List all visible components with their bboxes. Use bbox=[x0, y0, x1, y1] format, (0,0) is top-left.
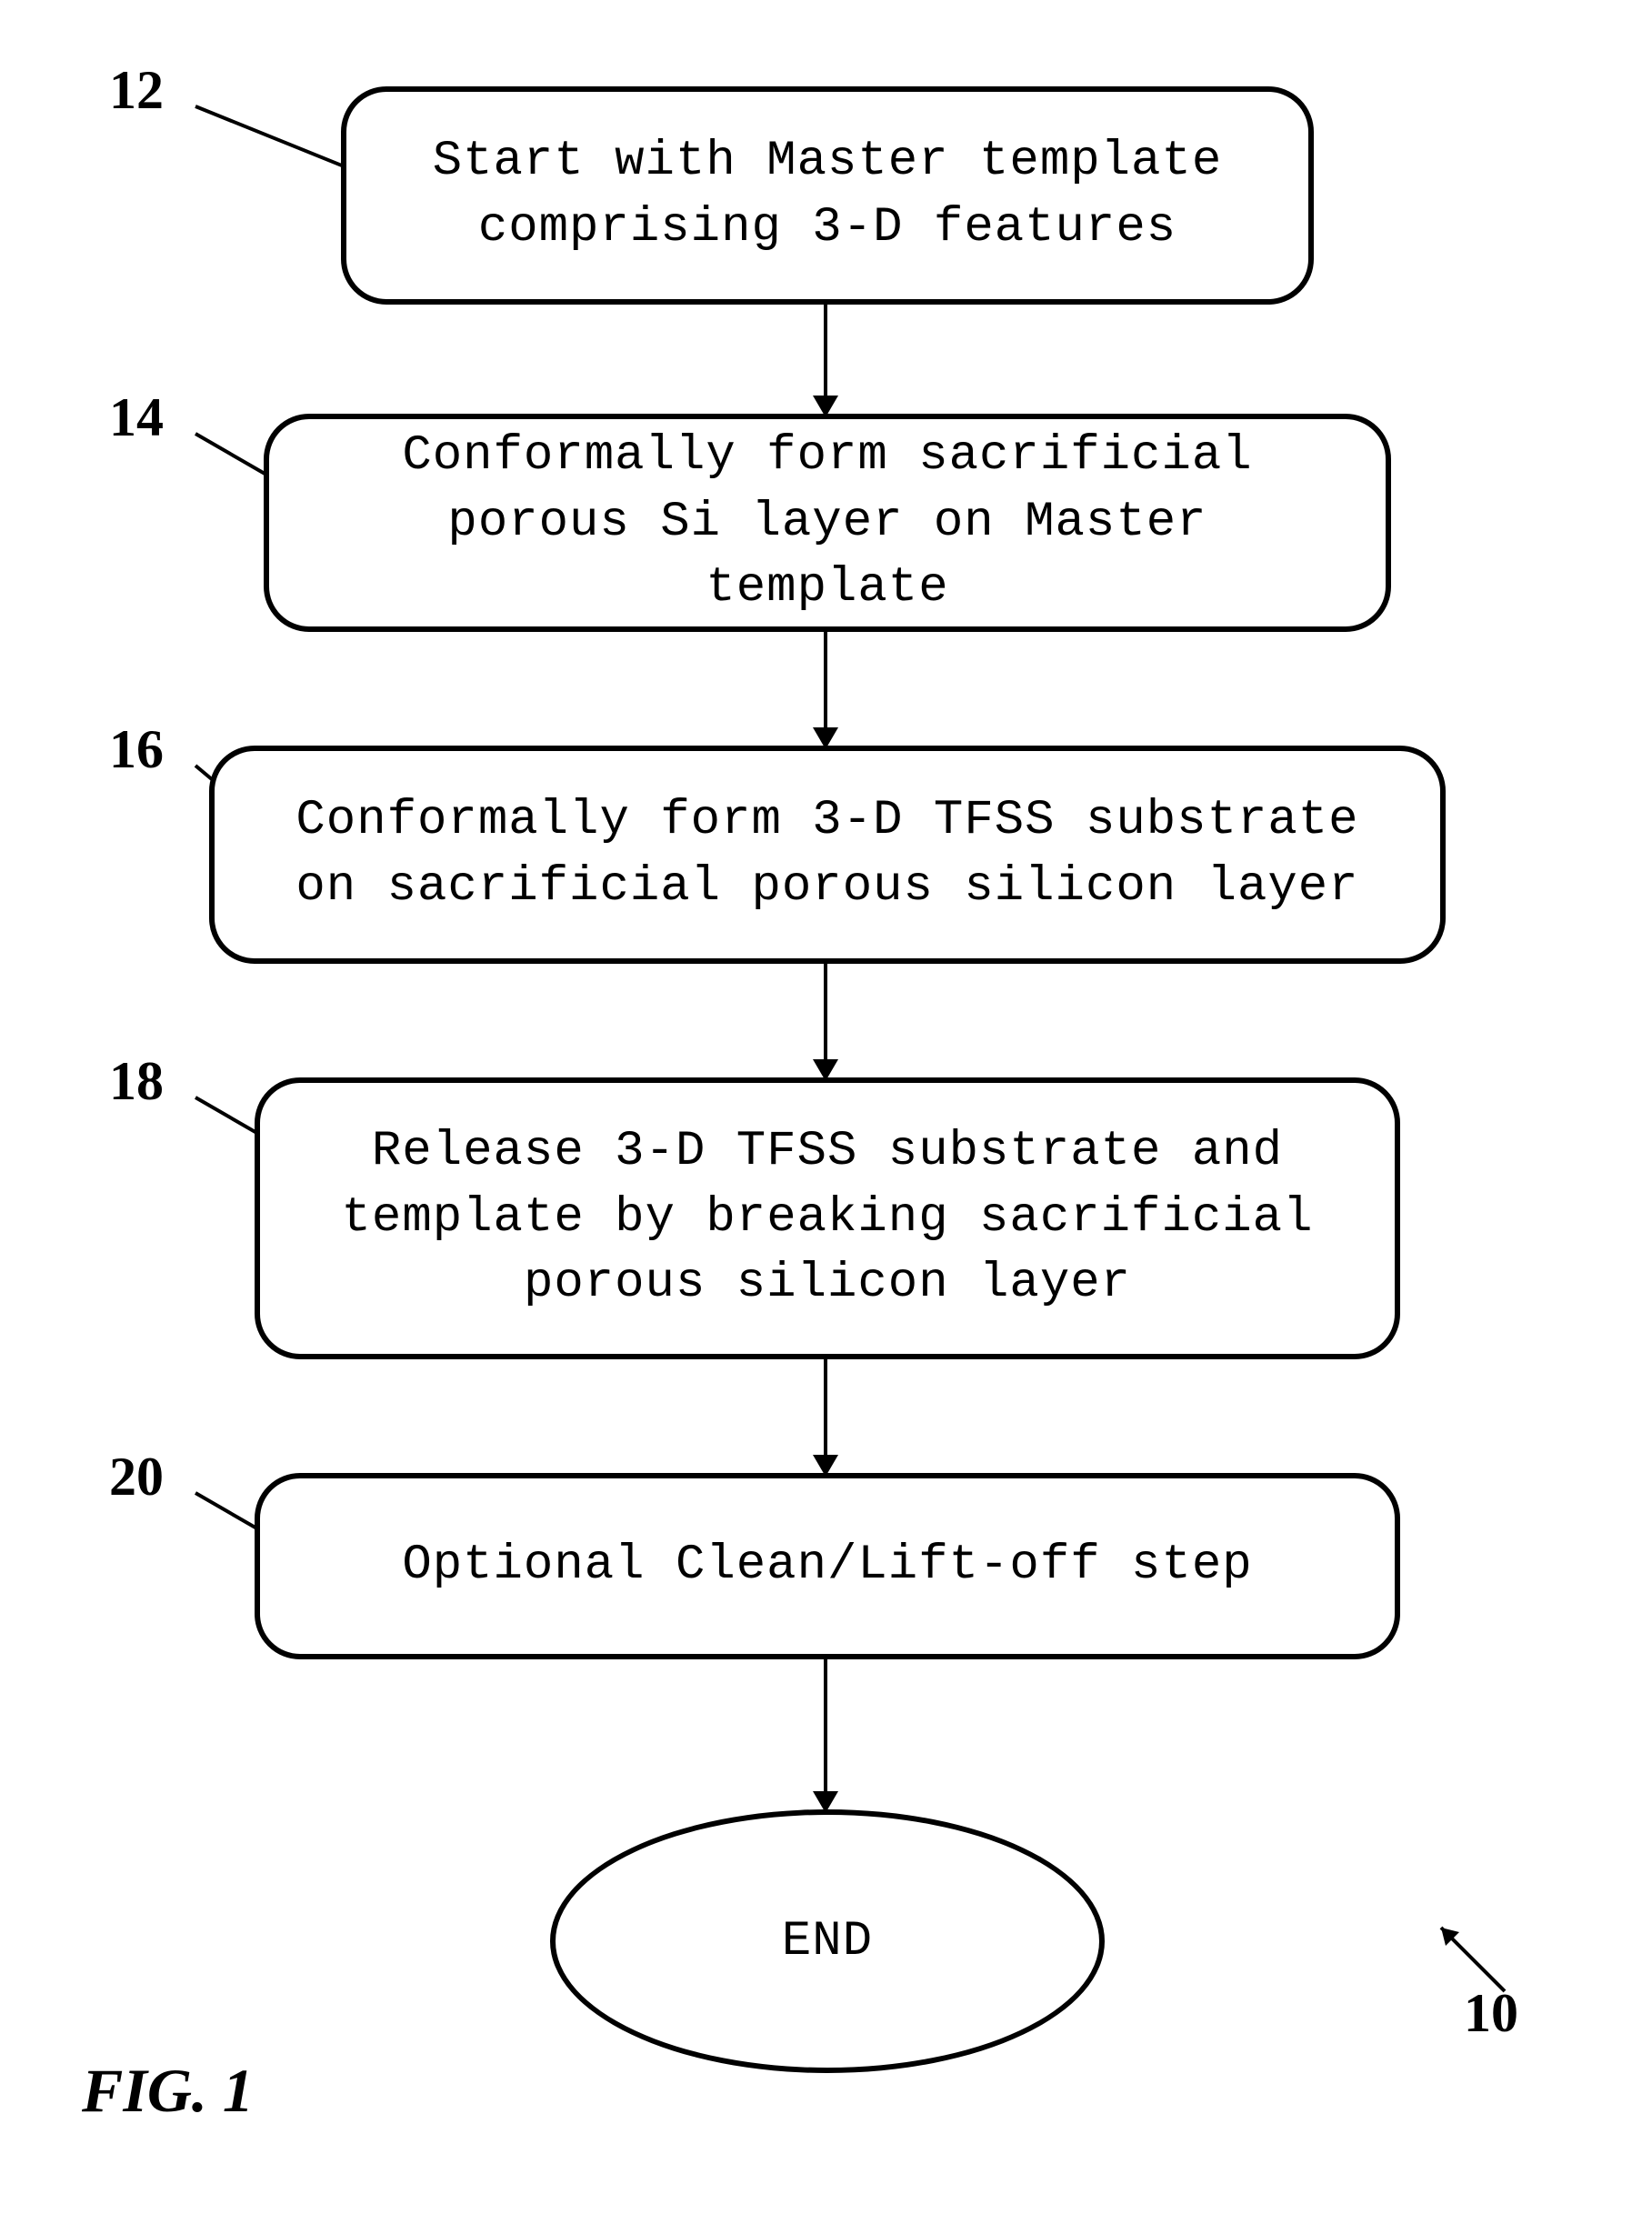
step-label-16: 16 bbox=[109, 718, 164, 781]
process-text-14: Conformally form sacrificial porous Si l… bbox=[315, 424, 1340, 623]
step-label-20: 20 bbox=[109, 1446, 164, 1508]
flowchart-diagram: 12 Start with Master template comprising… bbox=[0, 0, 1652, 2234]
step-number-text: 14 bbox=[109, 387, 164, 447]
step-number-text: 18 bbox=[109, 1051, 164, 1111]
terminator-end: END bbox=[550, 1809, 1105, 2073]
arrow-18-to-20 bbox=[813, 1359, 838, 1477]
label-connector-14 bbox=[195, 432, 271, 478]
step-number-text: 20 bbox=[109, 1447, 164, 1507]
step-label-12: 12 bbox=[109, 59, 164, 122]
arrow-20-to-end bbox=[813, 1659, 838, 1813]
process-text-16: Conformally form 3-D TFSS substrate on s… bbox=[260, 788, 1395, 921]
process-step-18: Release 3-D TFSS substrate and template … bbox=[255, 1077, 1400, 1359]
process-text-12: Start with Master template comprising 3-… bbox=[392, 129, 1263, 262]
diagram-number-10: 10 bbox=[1464, 1982, 1518, 2045]
step-label-18: 18 bbox=[109, 1050, 164, 1113]
diagram-number-text: 10 bbox=[1464, 1983, 1518, 2043]
process-text-20: Optional Clean/Lift-off step bbox=[402, 1533, 1252, 1599]
process-step-16: Conformally form 3-D TFSS substrate on s… bbox=[209, 746, 1446, 964]
process-step-14: Conformally form sacrificial porous Si l… bbox=[264, 414, 1391, 632]
step-number-text: 16 bbox=[109, 719, 164, 779]
arrow-line bbox=[824, 964, 827, 1059]
label-connector-12 bbox=[195, 105, 344, 167]
arrow-line bbox=[824, 305, 827, 396]
figure-label: FIG. 1 bbox=[82, 2055, 254, 2127]
figure-label-text: FIG. 1 bbox=[82, 2056, 254, 2125]
arrow-line bbox=[824, 632, 827, 727]
arrow-16-to-18 bbox=[813, 964, 838, 1081]
arrow-14-to-16 bbox=[813, 632, 838, 749]
arrow-line bbox=[824, 1659, 827, 1791]
terminator-text: END bbox=[782, 1914, 873, 1969]
process-text-18: Release 3-D TFSS substrate and template … bbox=[305, 1119, 1349, 1318]
process-step-12: Start with Master template comprising 3-… bbox=[341, 86, 1314, 305]
step-label-14: 14 bbox=[109, 386, 164, 449]
process-step-20: Optional Clean/Lift-off step bbox=[255, 1473, 1400, 1659]
arrow-line bbox=[824, 1359, 827, 1455]
step-number-text: 12 bbox=[109, 60, 164, 120]
arrow-12-to-14 bbox=[813, 305, 838, 417]
